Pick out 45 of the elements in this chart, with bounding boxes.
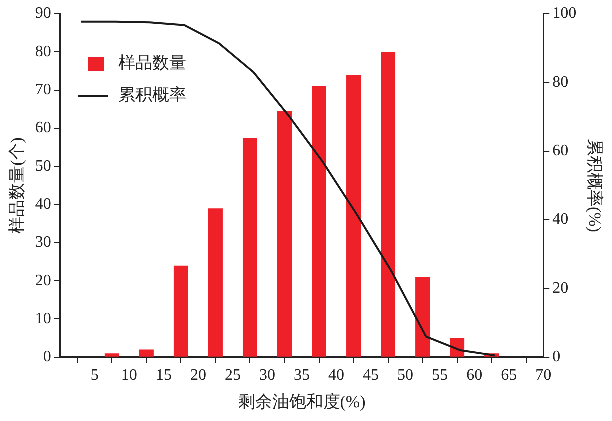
bar — [242, 138, 258, 357]
legend-label: 累积概率 — [118, 85, 186, 104]
legend-label: 样品数量 — [118, 53, 186, 72]
x-tick-label: 25 — [224, 367, 241, 384]
x-tick-label: 40 — [328, 367, 345, 384]
bar — [104, 354, 120, 357]
x-tick-label: 55 — [432, 367, 448, 384]
x-tick-label: 45 — [363, 367, 380, 384]
bar — [139, 350, 154, 357]
bar — [381, 52, 396, 357]
bar — [416, 277, 430, 357]
x-tick-label: 20 — [190, 367, 206, 384]
x-tick-label: 10 — [121, 367, 138, 384]
y-tick-label: 20 — [35, 272, 52, 290]
x-tick-label: 30 — [259, 367, 276, 384]
x-tick-label: 5 — [90, 367, 99, 384]
y2-tick-label: 20 — [552, 280, 569, 297]
bar — [277, 111, 292, 357]
y-tick-label: 90 — [35, 5, 52, 22]
y-tick-label: 80 — [35, 43, 52, 60]
x-tick-label: 15 — [156, 367, 172, 384]
x-tick-label: 70 — [536, 367, 552, 384]
x-axis-title: 剩余油饱和度(%) — [238, 392, 366, 412]
y-tick-label: 0 — [43, 348, 52, 366]
bar — [312, 86, 327, 357]
y2-tick-label: 40 — [552, 211, 569, 228]
bar — [346, 75, 362, 357]
y2-axis-title: 累积概率(%) — [585, 138, 604, 232]
x-tick-label: 65 — [501, 367, 518, 384]
y-tick-label: 50 — [35, 158, 52, 175]
x-tick-label: 60 — [466, 367, 483, 384]
bar — [208, 208, 223, 357]
x-tick-label: 50 — [398, 367, 414, 384]
y2-tick-label: 60 — [552, 142, 569, 160]
y-tick-label: 30 — [35, 234, 52, 252]
bar — [174, 266, 188, 357]
y-tick-label: 60 — [35, 120, 52, 137]
y2-tick-label: 0 — [552, 348, 561, 366]
y2-tick-label: 80 — [552, 74, 569, 91]
y-tick-label: 10 — [35, 310, 52, 328]
y2-tick-label: 100 — [552, 5, 577, 22]
y-axis-title: 样品数量(个) — [8, 138, 27, 234]
x-tick-label: 35 — [294, 367, 310, 384]
y-tick-label: 40 — [35, 196, 52, 213]
y-tick-label: 70 — [35, 82, 52, 99]
